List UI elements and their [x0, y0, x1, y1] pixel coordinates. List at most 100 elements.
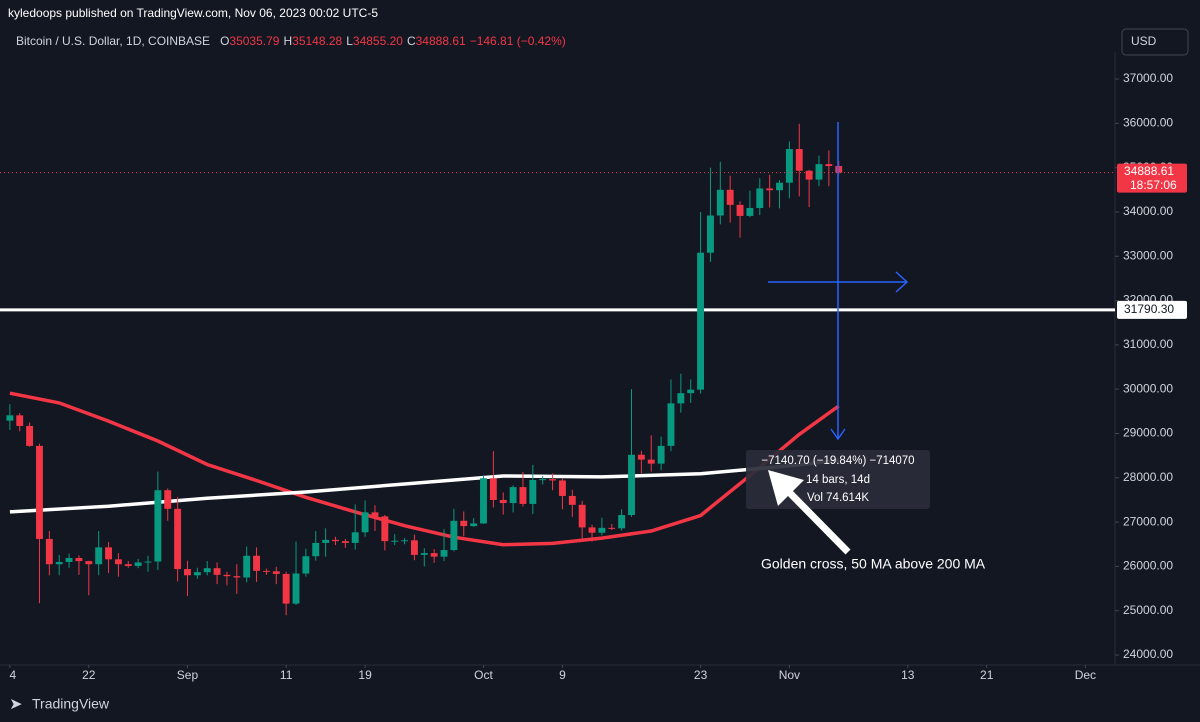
candle-body — [598, 527, 606, 533]
candle-body — [647, 459, 655, 464]
measure-arrowhead — [895, 271, 909, 293]
candle-body — [95, 547, 103, 565]
candle-body — [223, 574, 231, 577]
candle-body — [805, 170, 813, 180]
candle-body — [746, 207, 754, 216]
x-tick-label: 19 — [358, 668, 372, 682]
candle-body — [549, 479, 557, 481]
y-tick-label: 27000.00 — [1123, 514, 1173, 528]
candle-body — [302, 556, 310, 574]
brand-logo: ➤ — [10, 696, 22, 712]
measure-text: Vol 74.614K — [807, 492, 869, 504]
candle-body — [430, 553, 438, 557]
candle-body — [144, 561, 152, 563]
l-label: L — [346, 34, 353, 48]
last-price-label: 34888.61 — [1124, 164, 1174, 178]
candle-body — [401, 540, 409, 542]
y-tick-label: 33000.00 — [1123, 248, 1173, 262]
y-tick-label: 34000.00 — [1123, 204, 1173, 218]
symbol: Bitcoin / U.S. Dollar, 1D, COINBASE — [16, 34, 210, 48]
candle-body — [193, 572, 201, 576]
candle-body — [26, 425, 34, 446]
currency: USD — [1131, 34, 1157, 48]
x-tick-label: 13 — [901, 668, 915, 682]
candle-body — [114, 559, 122, 565]
x-tick-label: 23 — [694, 668, 708, 682]
candle-body — [608, 527, 616, 529]
candle-body — [460, 520, 468, 527]
plot — [0, 123, 1115, 616]
candle-body — [6, 415, 14, 421]
candle-body — [480, 478, 487, 524]
y-tick-label: 25000.00 — [1123, 603, 1173, 617]
x-tick-label: Nov — [779, 668, 800, 682]
candle-body — [529, 480, 537, 504]
y-tick-label: 24000.00 — [1123, 647, 1173, 661]
open: 35035.79 — [229, 34, 279, 48]
measure-arrowhead — [830, 428, 846, 441]
candle-body — [203, 568, 211, 573]
candle-body — [736, 204, 744, 216]
low: 34855.20 — [353, 34, 403, 48]
o-label: O — [220, 34, 229, 48]
candle-body — [726, 189, 734, 205]
horizontal-line-label-box — [1117, 300, 1187, 319]
candle-body — [450, 520, 458, 551]
published: kyledoops published on TradingView.com, … — [8, 6, 378, 20]
candle-body — [637, 454, 645, 460]
annotation-arrowhead — [768, 470, 804, 506]
candle-body — [361, 512, 369, 533]
measure-text: −7140.70 (−19.84%) −714070 — [761, 455, 914, 467]
candle-body — [341, 541, 349, 543]
legend-header: Bitcoin / U.S. Dollar, 1D, COINBASE O3503… — [16, 34, 566, 48]
close: 34888.61 — [416, 34, 466, 48]
brand: TradingView — [32, 696, 110, 712]
candle-body — [213, 568, 221, 575]
candle-body — [282, 573, 290, 604]
candle-body — [766, 188, 774, 191]
currency-button[interactable] — [1121, 28, 1189, 56]
candle-body — [36, 445, 43, 539]
candle-body — [391, 540, 399, 542]
candle-body — [85, 561, 93, 565]
candle-body — [756, 188, 764, 208]
candle-body — [489, 478, 497, 500]
candle-body — [272, 571, 280, 574]
countdown: 18:57:06 — [1130, 178, 1177, 192]
candle-body — [470, 523, 478, 527]
candle-body — [332, 539, 339, 542]
overlay: −7140.70 (−19.84%) −714070 14 bars, 14d … — [10, 122, 986, 712]
x-tick-label: Dec — [1075, 668, 1096, 682]
candle-body — [440, 550, 448, 557]
candle-body — [322, 539, 330, 543]
candle-body — [618, 515, 626, 529]
candle-body — [134, 562, 142, 566]
high: 35148.28 — [292, 34, 342, 48]
candle-body — [55, 561, 63, 565]
candle-body — [105, 547, 112, 560]
candle-body — [628, 454, 635, 516]
candle-body — [687, 389, 695, 394]
candle-body — [381, 516, 389, 542]
candle-body — [499, 499, 507, 504]
y-tick-label: 26000.00 — [1123, 559, 1173, 573]
candle-body — [253, 555, 261, 571]
y-tick-label: 36000.00 — [1123, 116, 1173, 130]
horizontal-line-label: 31790.30 — [1124, 302, 1174, 316]
candle-body — [262, 570, 270, 572]
candle-body — [776, 182, 783, 191]
x-tick-label: 9 — [559, 668, 566, 682]
y-tick-label: 37000.00 — [1123, 71, 1173, 85]
c-label: C — [407, 34, 416, 48]
candle-body — [371, 512, 379, 517]
candle-body — [16, 415, 24, 426]
candle-body — [75, 557, 83, 562]
y-tick-label: 28000.00 — [1123, 470, 1173, 484]
change: −146.81 (−0.42%) — [470, 34, 566, 48]
x-tick-label: Oct — [474, 668, 493, 682]
candle-body — [65, 557, 73, 562]
candle-body — [154, 490, 162, 562]
